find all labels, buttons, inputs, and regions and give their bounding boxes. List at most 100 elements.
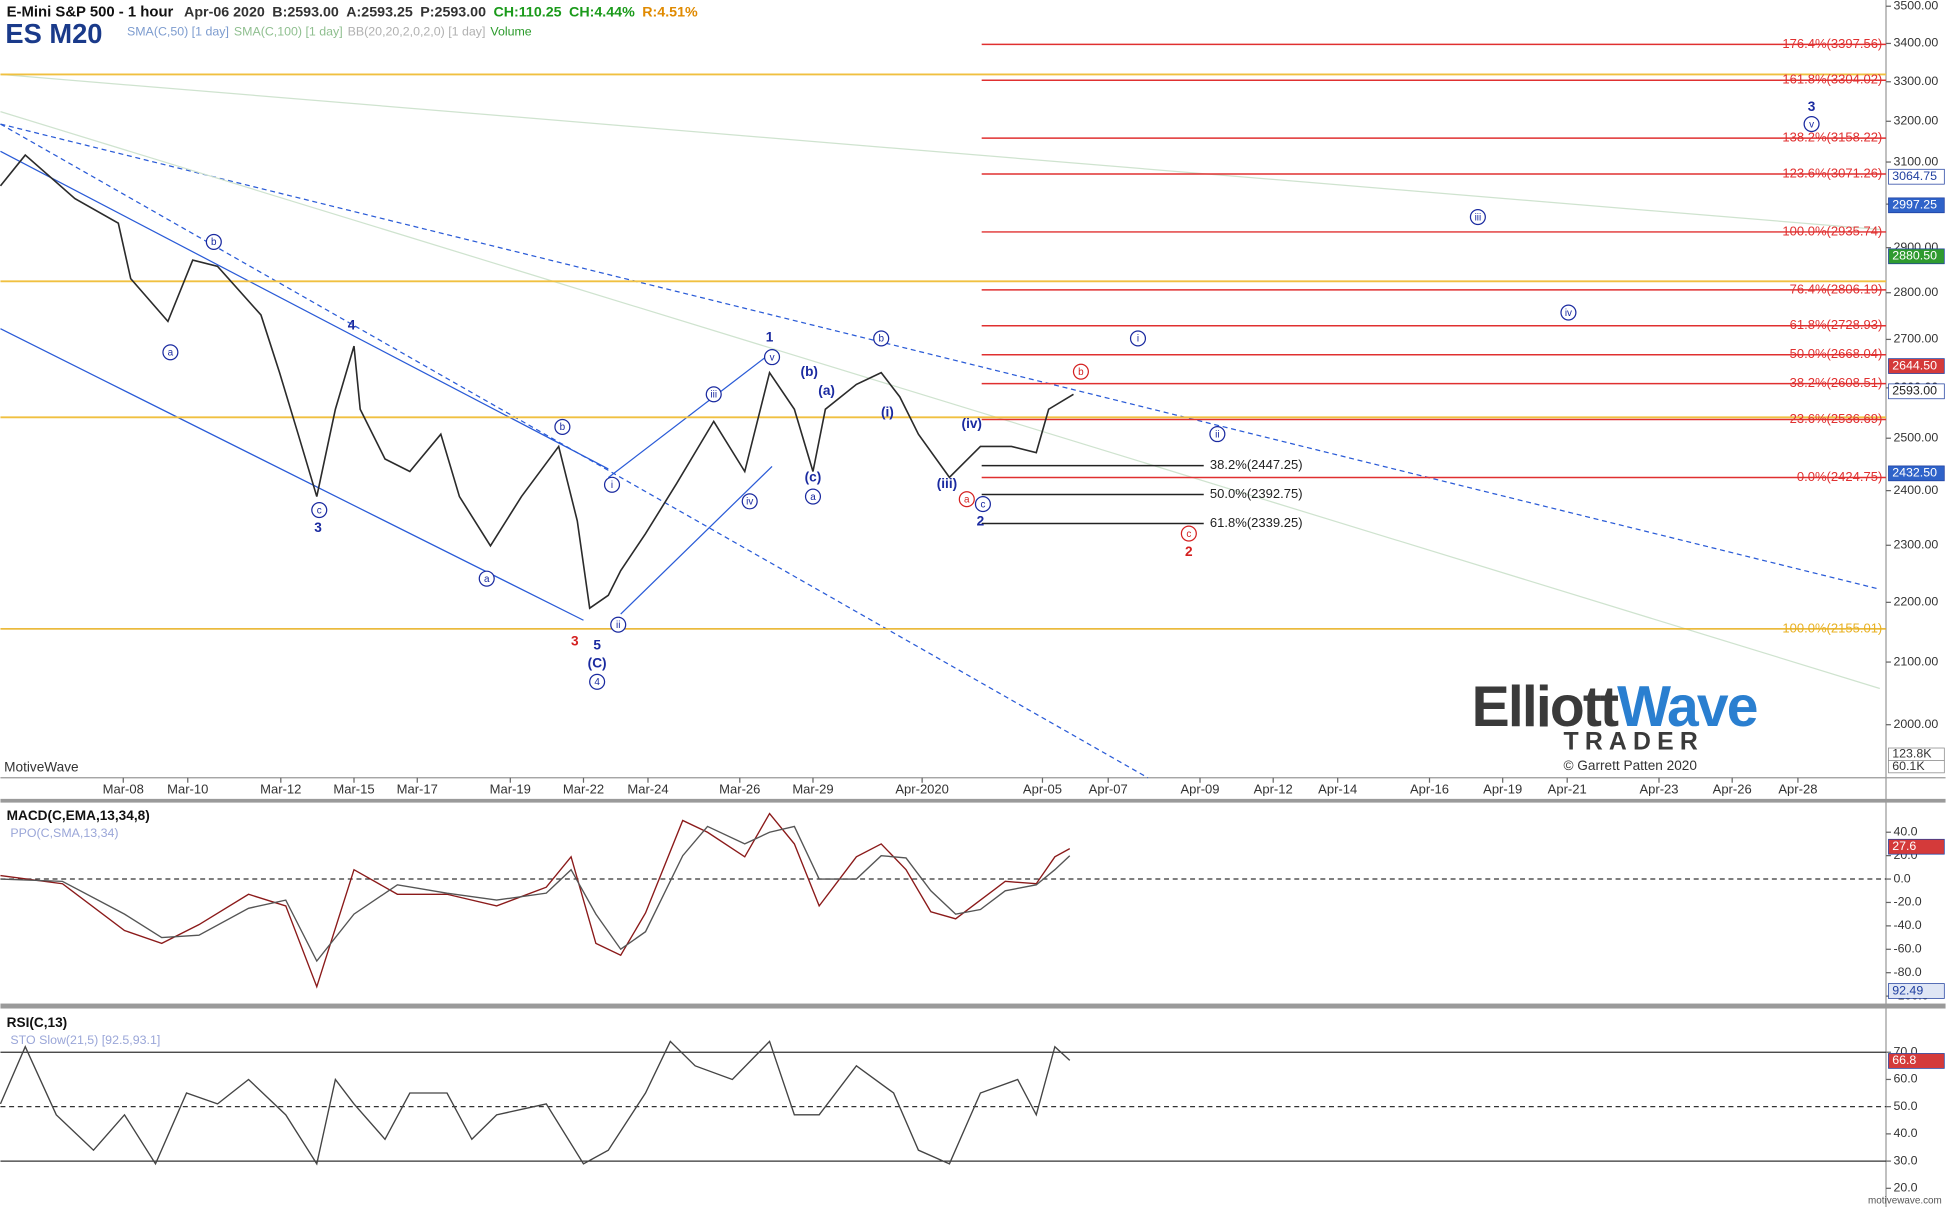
wave-label: a <box>964 494 970 505</box>
watermark: MotiveWave <box>4 759 78 774</box>
wave-label: 1 <box>766 329 774 344</box>
y-tick-label: -60.0 <box>1893 942 1921 956</box>
x-tick-label: Mar-17 <box>397 782 438 797</box>
wave-label-circle <box>589 673 606 690</box>
credit: motivewave.com <box>1868 1195 1942 1206</box>
volume-tag <box>1888 760 1945 774</box>
x-tick-label: Apr-12 <box>1254 782 1293 797</box>
y-tick-label: 20.0 <box>1893 1181 1917 1195</box>
x-tick-label: Mar-15 <box>333 782 374 797</box>
price-tag-label: 2593.00 <box>1892 384 1937 398</box>
wave-label: ii <box>616 620 620 631</box>
wave-label-circle <box>741 493 758 510</box>
series-line <box>0 812 1071 989</box>
y-tick-label: 3400.00 <box>1893 36 1938 50</box>
wave-label: 4 <box>594 677 600 688</box>
wave-label: iii <box>1475 212 1482 223</box>
y-tick-label: 2700.00 <box>1893 332 1938 346</box>
indicator-line: SMA(C,50) [1 day] SMA(C,100) [1 day] BB(20… <box>127 25 532 39</box>
wave-label: b <box>1078 367 1084 378</box>
wave-label: a <box>168 348 174 359</box>
x-tick-label: Mar-22 <box>563 782 604 797</box>
wave-label: 3 <box>571 634 579 649</box>
y-tick-label: 2100.00 <box>1893 654 1938 668</box>
price-tag-label: 2644.50 <box>1892 358 1937 372</box>
y-tick-label: 30.0 <box>1893 1153 1917 1167</box>
logo-subtitle: TRADER <box>1563 729 1704 756</box>
quote-item: P:2593.00 <box>420 4 486 20</box>
wave-label-circle <box>705 386 722 403</box>
fib-label: 50.0%(2392.75) <box>1210 486 1303 501</box>
y-tick-label: 60.0 <box>1893 1072 1917 1086</box>
y-tick-label: 0.0 <box>1893 871 1910 885</box>
fib-label: 38.2%(2447.25) <box>1210 457 1303 472</box>
logo-wordmark: ElliottWave <box>1472 675 1757 739</box>
channel-line <box>0 123 1149 779</box>
price-tag-label: 3064.75 <box>1892 169 1937 183</box>
price-tag <box>1888 465 1945 482</box>
series-line <box>0 153 1074 610</box>
fib-label: 50.0%(2668.04) <box>1790 346 1883 361</box>
price-tag-label: 66.8 <box>1892 1053 1916 1067</box>
fib-label: 76.4%(2806.19) <box>1790 281 1883 296</box>
x-tick-label: Apr-26 <box>1713 782 1752 797</box>
x-tick-label: Mar-12 <box>260 782 301 797</box>
price-tag-label: 2880.50 <box>1892 249 1937 263</box>
wave-label: (iv) <box>962 416 982 431</box>
wave-label-circle <box>603 476 621 493</box>
channel-line <box>0 150 609 470</box>
fib-label: 100.0%(2935.74) <box>1782 223 1882 238</box>
wave-label: (a) <box>818 383 835 398</box>
x-tick-label: Apr-19 <box>1483 782 1522 797</box>
price-tag <box>1888 383 1945 400</box>
x-tick-label: Mar-26 <box>719 782 760 797</box>
x-tick-label: Mar-10 <box>167 782 208 797</box>
fib-label: 161.8%(3304.02) <box>1782 72 1882 87</box>
indicator-item: Volume <box>490 25 531 39</box>
wave-label: iv <box>1565 308 1572 319</box>
x-tick-label: Mar-19 <box>490 782 531 797</box>
panel-subtitle: PPO(C,SMA,13,34) <box>10 826 118 840</box>
wave-label-circle <box>958 491 975 508</box>
wave-label: 5 <box>593 637 601 652</box>
panel-title: RSI(C,13) <box>7 1015 68 1030</box>
volume-tag-label: 60.1K <box>1892 759 1925 773</box>
price-tag <box>1888 358 1945 374</box>
panel-separator <box>0 798 1946 803</box>
x-tick-label: Apr-07 <box>1089 782 1128 797</box>
logo-word: Wave <box>1617 675 1757 739</box>
wave-label-circle <box>1469 208 1486 226</box>
trend-lines <box>0 73 1880 779</box>
channel-line <box>0 123 1880 590</box>
wave-label-circle <box>478 570 495 587</box>
x-tick-label: Mar-29 <box>792 782 833 797</box>
sma-line <box>0 111 1880 690</box>
quote-line: Apr-06 2020 B:2593.00 A:2593.25 P:2593.00 CH… <box>184 4 698 20</box>
wave-label: (i) <box>881 405 894 420</box>
channel-line <box>620 465 773 615</box>
symbol: ES M20 <box>5 18 102 49</box>
wave-label: c <box>980 499 985 510</box>
indicator-item: BB(20,20,2,0,2,0) [1 day] <box>348 25 486 39</box>
wave-label-circle <box>1560 304 1577 321</box>
wave-label: b <box>211 237 217 248</box>
wave-label-circle <box>311 501 328 519</box>
wave-label-circle <box>610 616 627 633</box>
fib-label: 23.6%(2536.69) <box>1790 411 1883 426</box>
y-tick-label: 2500.00 <box>1893 430 1938 444</box>
sma-line <box>0 73 1880 231</box>
price-tag-label: 2997.25 <box>1892 198 1937 212</box>
series-line <box>0 1040 1071 1166</box>
price-tag-label: 92.49 <box>1892 983 1923 997</box>
price-tag <box>1888 1053 1945 1069</box>
y-tick-label: 40.0 <box>1893 824 1917 838</box>
series-line <box>0 825 1071 963</box>
quote-item: CH:4.44% <box>569 4 635 20</box>
fib-label: 100.0%(2155.01) <box>1782 620 1882 635</box>
wave-label-circle <box>873 330 890 347</box>
fib-label: 123.6%(3071.26) <box>1782 165 1882 180</box>
y-tick-label: -40.0 <box>1893 918 1921 932</box>
wave-label: (iii) <box>937 476 957 491</box>
